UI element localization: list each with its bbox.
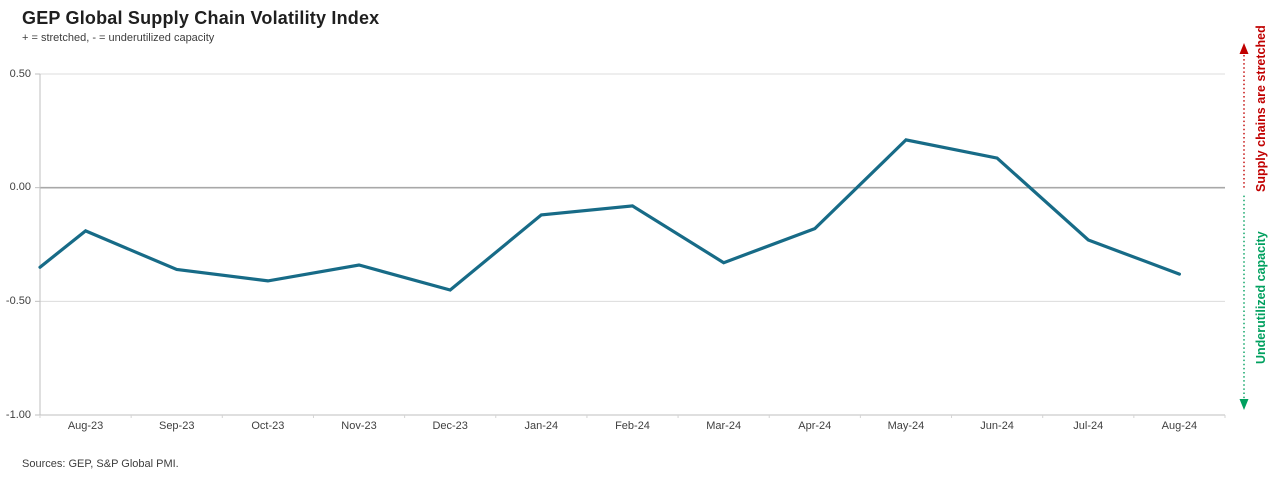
y-axis-tick-label: 0.50	[9, 67, 31, 80]
x-axis-tick-label: Jan-24	[524, 420, 559, 432]
chart-subtitle: + = stretched, - = underutilized capacit…	[22, 32, 215, 44]
x-axis-tick-label: Nov-23	[341, 420, 377, 432]
y-axis-tick-label: -1.00	[5, 408, 31, 421]
x-axis-tick-label: Aug-24	[1161, 420, 1198, 432]
x-axis-tick-label: May-24	[887, 420, 925, 432]
sources-note: Sources: GEP, S&P Global PMI.	[22, 458, 179, 470]
x-axis-tick-label: Aug-23	[67, 420, 104, 432]
x-axis-tick-label: Jun-24	[980, 420, 1014, 432]
chart-title: GEP Global Supply Chain Volatility Index	[22, 8, 380, 28]
x-axis-tick-label: Oct-23	[251, 420, 285, 432]
y-axis-tick-label: -0.50	[5, 294, 31, 307]
volatility-index-line	[38, 138, 1182, 292]
y-axis-tick-label: 0.00	[9, 181, 31, 194]
x-axis-tick-label: Sep-23	[158, 420, 195, 432]
annotation-underutilized-capacity: Underutilized capacity	[1254, 231, 1268, 365]
x-axis-tick-label: Feb-24	[615, 420, 650, 432]
down-arrow-icon	[1239, 399, 1249, 410]
x-axis-tick-label: Mar-24	[706, 420, 742, 432]
x-axis-tick-label: Dec-23	[432, 420, 468, 432]
annotation-supply-chains-stretched: Supply chains are stretched	[1254, 25, 1268, 192]
up-arrow-icon	[1239, 43, 1249, 54]
x-axis-tick-label: Jul-24	[1073, 420, 1104, 432]
x-axis-tick-label: Apr-24	[798, 420, 832, 432]
